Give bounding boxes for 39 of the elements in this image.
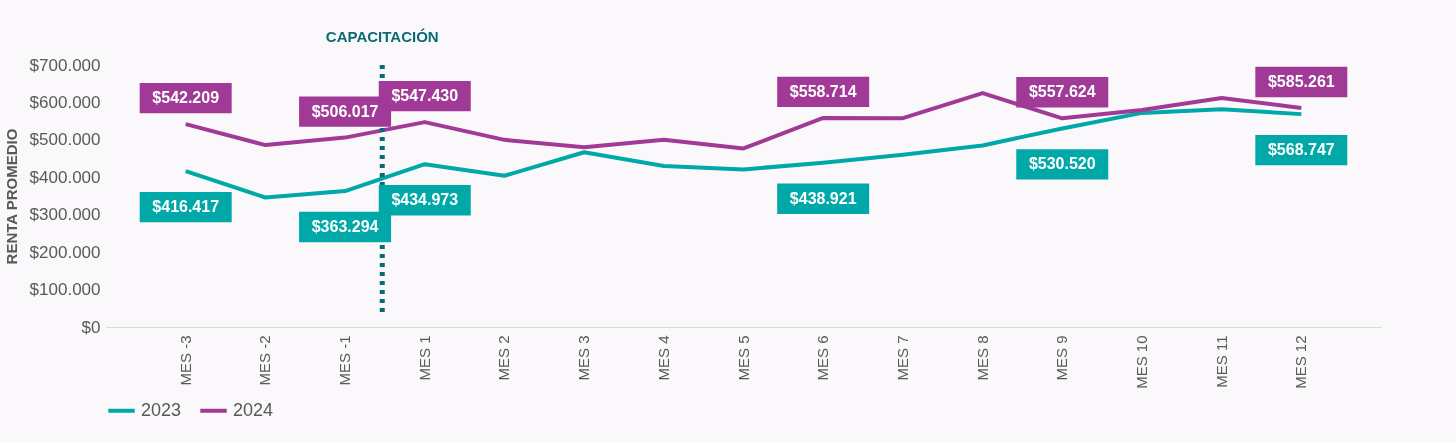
y-tick-label: $400.000 <box>29 167 101 187</box>
x-tick-label: MES 11 <box>1212 335 1230 388</box>
y-tick-label: $200.000 <box>29 242 101 262</box>
data-label: $557.624 <box>1028 83 1096 101</box>
data-label: $506.017 <box>311 102 379 120</box>
x-tick-label: MES 12 <box>1292 335 1310 389</box>
ref-line-label: CAPACITACIÓN <box>325 28 439 45</box>
x-tick-label: MES 3 <box>575 335 593 381</box>
x-tick-label: MES 5 <box>734 335 752 381</box>
x-tick-label: MES -1 <box>336 335 354 386</box>
x-tick-label: MES 8 <box>973 335 991 381</box>
y-tick-label: $700.000 <box>29 55 101 75</box>
y-tick-label: $0 <box>81 317 101 337</box>
x-tick-label: MES 1 <box>415 335 433 381</box>
x-tick-label: MES 2 <box>495 335 513 381</box>
x-tick-label: MES 10 <box>1132 335 1150 389</box>
data-label: $416.417 <box>152 198 220 216</box>
data-label: $438.921 <box>789 189 857 207</box>
y-tick-label: $100.000 <box>29 280 101 300</box>
legend-label: 2023 <box>141 399 182 420</box>
x-tick-label: MES 4 <box>654 335 672 381</box>
y-tick-label: $500.000 <box>29 130 101 150</box>
x-tick-label: MES 6 <box>814 335 832 381</box>
data-label: $434.973 <box>391 191 459 209</box>
y-axis-title: RENTA PROMEDIO <box>2 128 20 265</box>
data-label: $530.520 <box>1028 155 1096 173</box>
data-label: $542.209 <box>152 89 220 107</box>
data-label: $585.261 <box>1267 72 1335 90</box>
y-tick-label: $300.000 <box>29 205 101 225</box>
data-label: $558.714 <box>789 82 857 100</box>
x-tick-label: MES 9 <box>1053 335 1071 381</box>
data-label: $568.747 <box>1267 141 1335 159</box>
x-tick-label: MES -3 <box>176 335 194 386</box>
y-tick-label: $600.000 <box>29 92 101 112</box>
x-tick-label: MES 7 <box>893 335 911 381</box>
x-tick-label: MES -2 <box>256 335 274 386</box>
legend-label: 2024 <box>233 399 274 420</box>
data-label: $547.430 <box>391 87 459 105</box>
data-label: $363.294 <box>311 218 379 236</box>
